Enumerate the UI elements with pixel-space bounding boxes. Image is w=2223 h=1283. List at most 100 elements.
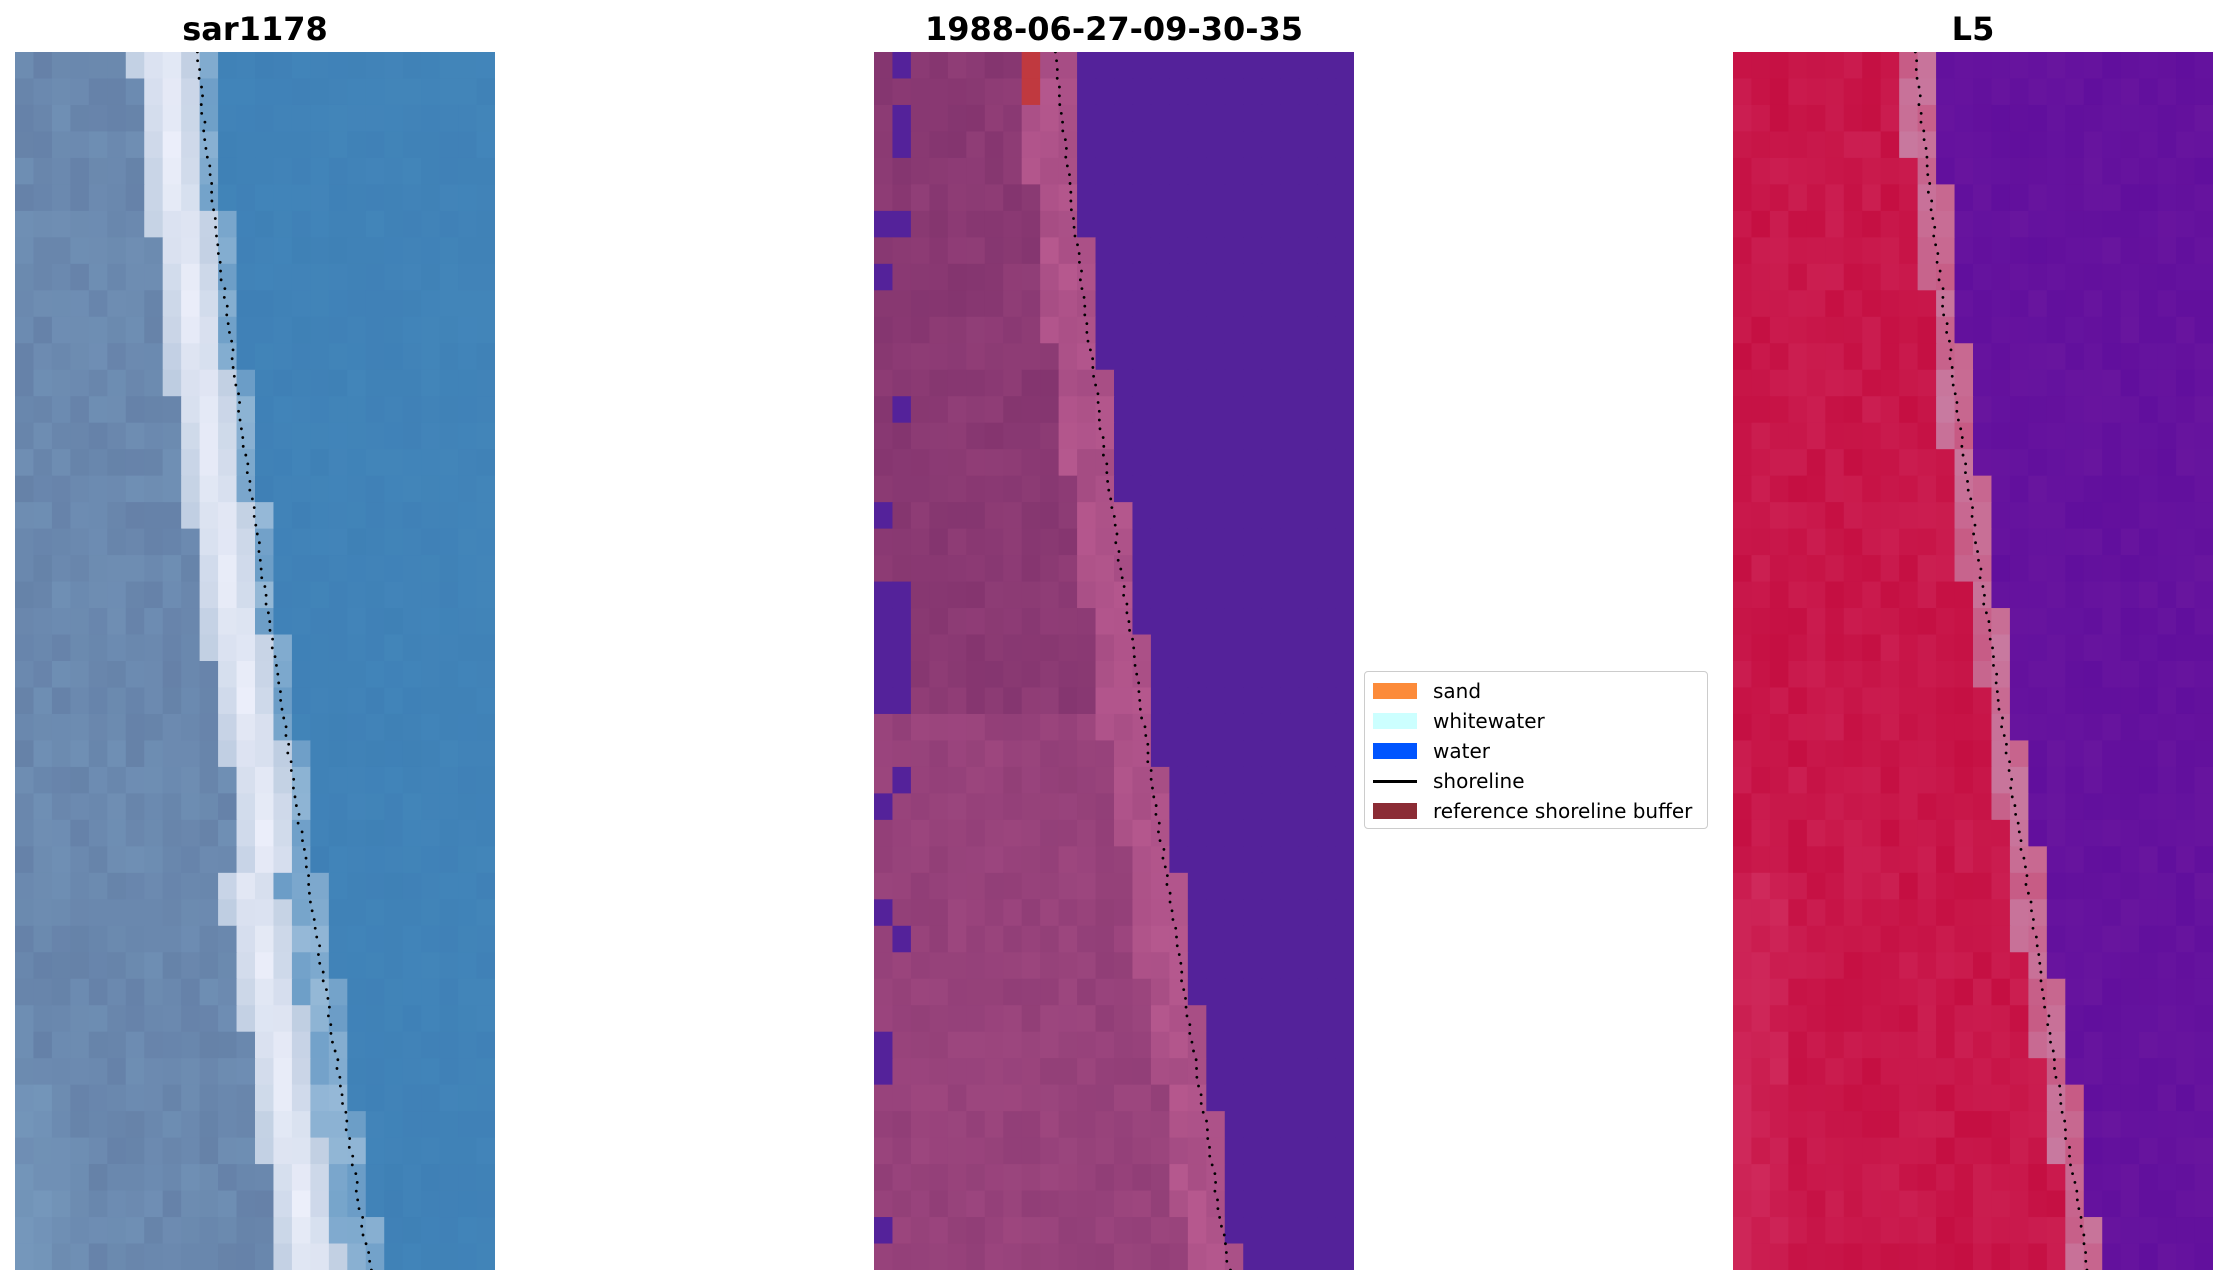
image-pixel xyxy=(1917,1190,1937,1218)
image-pixel xyxy=(236,290,256,318)
shoreline-point xyxy=(2029,900,2033,904)
image-pixel xyxy=(2046,793,2066,821)
image-pixel xyxy=(1132,899,1152,927)
shoreline-point xyxy=(1216,1207,1220,1211)
image-pixel xyxy=(1806,1137,1826,1165)
image-pixel xyxy=(984,1190,1004,1218)
image-pixel xyxy=(2083,766,2103,794)
image-pixel xyxy=(2139,131,2159,159)
image-pixel xyxy=(88,819,108,847)
image-pixel xyxy=(365,290,385,318)
legend: sand whitewater water shoreline referenc… xyxy=(1364,671,1708,829)
image-pixel xyxy=(1899,157,1919,185)
image-pixel xyxy=(2046,1031,2066,1059)
image-pixel xyxy=(874,369,894,397)
image-pixel xyxy=(1991,343,2011,371)
image-pixel xyxy=(1077,449,1097,477)
image-pixel xyxy=(2065,1164,2085,1192)
image-pixel xyxy=(1261,608,1281,636)
image-pixel xyxy=(1132,766,1152,794)
image-pixel xyxy=(1991,131,2011,159)
image-pixel xyxy=(1261,237,1281,265)
shoreline-point xyxy=(218,260,222,264)
image-pixel xyxy=(1806,78,1826,106)
image-pixel xyxy=(1169,872,1189,900)
image-pixel xyxy=(1243,1111,1263,1139)
image-pixel xyxy=(236,1005,256,1033)
image-pixel xyxy=(892,131,912,159)
image-pixel xyxy=(402,1111,422,1139)
image-pixel xyxy=(1936,634,1956,662)
shoreline-point xyxy=(201,94,204,98)
image-pixel xyxy=(910,1031,930,1059)
image-pixel xyxy=(2028,661,2048,689)
image-pixel xyxy=(2083,210,2103,238)
image-pixel xyxy=(1954,1111,1974,1139)
image-pixel xyxy=(1954,555,1974,583)
image-pixel xyxy=(181,899,201,927)
image-pixel xyxy=(51,793,71,821)
image-pixel xyxy=(2046,131,2066,159)
image-pixel xyxy=(1788,502,1808,530)
image-pixel xyxy=(1825,316,1845,344)
image-pixel xyxy=(874,661,894,689)
image-pixel xyxy=(929,581,949,609)
image-pixel xyxy=(1936,502,1956,530)
image-pixel xyxy=(1954,661,1974,689)
image-pixel xyxy=(2176,661,2196,689)
image-pixel xyxy=(365,396,385,424)
image-pixel xyxy=(1806,634,1826,662)
image-pixel xyxy=(2102,1111,2122,1139)
image-pixel xyxy=(181,1164,201,1192)
image-pixel xyxy=(1733,872,1753,900)
image-pixel xyxy=(2194,899,2213,927)
image-pixel xyxy=(910,925,930,953)
image-pixel xyxy=(1169,634,1189,662)
image-pixel xyxy=(125,184,145,212)
image-pixel xyxy=(421,978,441,1006)
shoreline-point xyxy=(1922,138,1926,142)
image-pixel xyxy=(1843,237,1863,265)
image-pixel xyxy=(1880,713,1900,742)
image-pixel xyxy=(402,846,422,874)
image-pixel xyxy=(1040,872,1060,900)
image-pixel xyxy=(476,290,495,318)
image-pixel xyxy=(2083,1137,2103,1165)
image-pixel xyxy=(2157,237,2177,265)
image-pixel xyxy=(2009,290,2029,318)
image-pixel xyxy=(1335,290,1354,318)
image-pixel xyxy=(1880,369,1900,397)
image-pixel xyxy=(929,793,949,821)
image-pixel xyxy=(947,502,967,530)
image-pixel xyxy=(51,687,71,715)
image-pixel xyxy=(402,608,422,636)
image-pixel xyxy=(1040,1084,1060,1112)
image-pixel xyxy=(33,1058,53,1086)
image-pixel xyxy=(1899,555,1919,583)
image-pixel xyxy=(255,210,275,238)
image-pixel xyxy=(347,713,367,742)
image-pixel xyxy=(421,1031,441,1059)
image-pixel xyxy=(1936,1190,1956,1218)
shoreline-point xyxy=(1992,663,1995,667)
image-pixel xyxy=(1095,608,1115,636)
shoreline-point xyxy=(1195,1067,1198,1070)
image-pixel xyxy=(2083,819,2103,847)
shoreline-point xyxy=(1055,76,1059,80)
image-pixel xyxy=(929,237,949,265)
image-pixel xyxy=(199,316,219,344)
image-pixel xyxy=(51,1058,71,1086)
image-pixel xyxy=(892,78,912,106)
image-pixel xyxy=(1040,687,1060,715)
image-pixel xyxy=(273,978,293,1006)
image-pixel xyxy=(1880,528,1900,556)
image-pixel xyxy=(1114,634,1134,662)
image-pixel xyxy=(181,1005,201,1033)
image-pixel xyxy=(1880,952,1900,980)
image-pixel xyxy=(218,502,238,530)
image-pixel xyxy=(1917,343,1937,371)
image-pixel xyxy=(966,634,986,662)
image-pixel xyxy=(1769,52,1789,80)
image-pixel xyxy=(15,1217,35,1245)
image-pixel xyxy=(1317,1190,1337,1218)
